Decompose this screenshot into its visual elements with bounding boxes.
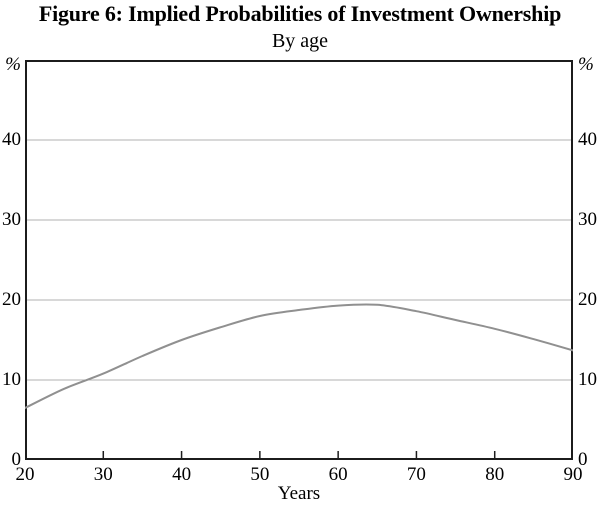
- x-tick-label-40: 40: [172, 464, 192, 485]
- ownership-probability-line: [25, 303, 573, 409]
- plot-frame: [25, 60, 573, 460]
- x-tick-label-50: 50: [250, 464, 270, 485]
- figure-subtitle: By age: [271, 30, 329, 52]
- figure-title: Figure 6: Implied Probabilities of Inves…: [38, 1, 562, 26]
- y-tick-label-left-30: 30: [2, 209, 21, 230]
- y-tick-label-right-40: 40: [578, 129, 597, 150]
- y-tick-label-right-0: 0: [578, 449, 588, 470]
- y-tick-label-right-30: 30: [578, 209, 597, 230]
- y-tick-label-right-20: 20: [578, 289, 597, 310]
- x-tick-marks: [102, 451, 496, 458]
- y-tick-label-left-40: 40: [2, 129, 21, 150]
- x-tick-label-60: 60: [328, 464, 348, 485]
- x-tick-label-90: 90: [563, 464, 583, 485]
- y-tick-label-left-0: 0: [11, 449, 22, 470]
- y-axis-unit-right: %: [578, 54, 594, 75]
- x-tick-label-30: 30: [93, 464, 113, 485]
- x-tick-label-70: 70: [406, 464, 426, 485]
- y-tick-label-right-10: 10: [578, 369, 597, 390]
- y-tick-label-left-20: 20: [2, 289, 21, 310]
- x-axis-title: Years: [277, 483, 321, 504]
- y-tick-label-left-10: 10: [2, 369, 21, 390]
- gridlines: [27, 139, 571, 381]
- x-tick-label-80: 80: [485, 464, 505, 485]
- plot-area: [25, 60, 573, 460]
- y-axis-unit-left: %: [5, 54, 21, 75]
- x-tick-label-20: 20: [15, 464, 35, 485]
